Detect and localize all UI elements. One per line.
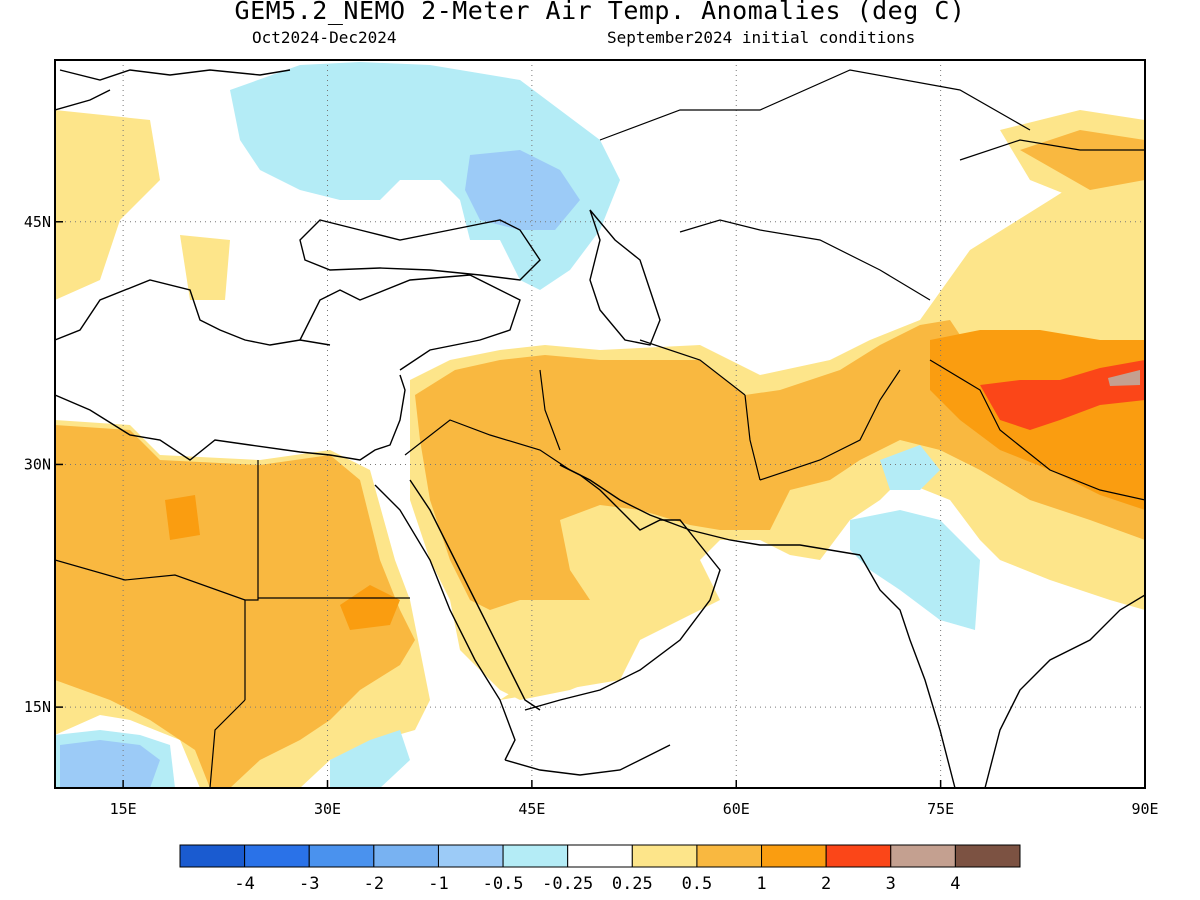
initial-conditions: September2024 initial conditions <box>607 28 916 47</box>
colorbar-swatch <box>954 844 1021 868</box>
colorbar-label: -2 <box>364 874 384 894</box>
colorbar-swatch <box>373 844 439 868</box>
coastline-horn-africa <box>504 744 671 776</box>
border-kazakhstan <box>599 69 1031 141</box>
colorbar-label: -4 <box>234 874 254 894</box>
coastline-red-sea <box>374 479 541 761</box>
colorbar-label: 3 <box>886 874 896 894</box>
colorbar-label: 4 <box>950 874 960 894</box>
colorbar-swatch <box>502 844 569 868</box>
border-chad-sudan <box>209 699 246 788</box>
lon-tick-label: 75E <box>927 800 954 818</box>
border-iran-iraq <box>539 369 561 451</box>
colorbar-swatch <box>631 844 698 868</box>
border-iran-turkmenistan <box>639 339 746 396</box>
lon-tick-label: 30E <box>314 800 341 818</box>
map-field <box>55 62 1145 788</box>
colorbar-label: 0.5 <box>682 874 713 894</box>
anomaly-field-3-tibet <box>1108 370 1140 386</box>
colorbar-swatch <box>761 844 827 868</box>
coastlines <box>55 69 1145 788</box>
border-saudi-iraq <box>404 419 571 471</box>
colorbar-label: -0.5 <box>483 874 524 894</box>
coastline-caspian <box>589 209 661 346</box>
border-libya-egypt <box>244 460 259 700</box>
lon-tick-label: 15E <box>110 800 137 818</box>
coastline-arabian-south <box>524 464 721 711</box>
anomaly-field-0.25-africa-horn <box>500 640 640 700</box>
coastline-india-west <box>859 554 956 788</box>
colorbar <box>179 844 1021 868</box>
coastline-persian-gulf <box>559 464 861 556</box>
colorbar-label: -1 <box>428 874 448 894</box>
border-iran-afghanistan <box>744 394 761 481</box>
lon-tick-label: 60E <box>723 800 750 818</box>
border-central-asia <box>679 219 931 301</box>
political-borders <box>55 69 1145 788</box>
colorbar-swatch <box>437 844 504 868</box>
lon-tick-label: 45E <box>518 800 545 818</box>
axis-ticks: 15E 30E 45E 60E 75E 90E 45N 30N 15N <box>24 213 1159 818</box>
map-title: GEM5.2_NEMO 2-Meter Air Temp. Anomalies … <box>234 0 966 25</box>
coastline-anatolia <box>299 274 521 371</box>
coastline-mediterranean-south <box>55 374 406 461</box>
border-india-china <box>929 359 1145 501</box>
colorbar-swatch <box>696 844 763 868</box>
border-afghanistan-pakistan <box>759 369 901 481</box>
lon-tick-label: 90E <box>1131 800 1158 818</box>
colorbar-label: 0.25 <box>612 874 653 894</box>
colorbar-swatch <box>567 844 633 868</box>
colorbar-swatch <box>890 844 956 868</box>
anomaly-field-0.25-europe <box>55 110 160 300</box>
lat-tick-label: 45N <box>24 213 51 231</box>
anomaly-field-0.5-north-africa <box>55 425 415 788</box>
map-frame <box>54 59 1146 789</box>
anomaly-field-2-tibet <box>980 360 1145 430</box>
anomaly-field-cool-ethiopia <box>330 730 410 788</box>
colorbar-label: 2 <box>821 874 831 894</box>
coastline-europe-south <box>55 279 331 346</box>
anomaly-field-cool-india <box>850 445 980 630</box>
colorbar-label: -3 <box>299 874 319 894</box>
anomaly-field-0.25-balkans <box>180 235 230 300</box>
colorbar-labels: -4 -3 -2 -1 -0.5 -0.25 0.25 0.5 1 2 3 4 <box>234 874 960 894</box>
lat-tick-label: 30N <box>24 455 51 473</box>
anomaly-field-cool-caspian <box>465 150 580 230</box>
anomaly-field-1-libya <box>165 495 200 540</box>
forecast-period: Oct2024-Dec2024 <box>252 28 397 47</box>
colorbar-swatch <box>179 844 246 868</box>
colorbar-swatch <box>244 844 310 868</box>
anomaly-field-1-sudan <box>340 585 400 630</box>
colorbar-swatch <box>825 844 892 868</box>
coastline-europe-north <box>55 69 291 111</box>
border-algeria-niger <box>55 559 246 601</box>
border-mongolia-china <box>959 139 1145 161</box>
lat-tick-label: 15N <box>24 698 51 716</box>
anomaly-field-cool-west-africa-2 <box>60 740 160 788</box>
colorbar-swatch <box>308 844 375 868</box>
coastline-black-sea <box>299 219 541 281</box>
colorbar-label: -0.25 <box>542 874 593 894</box>
coastline-bay-bengal <box>984 594 1145 788</box>
colorbar-label: 1 <box>756 874 766 894</box>
